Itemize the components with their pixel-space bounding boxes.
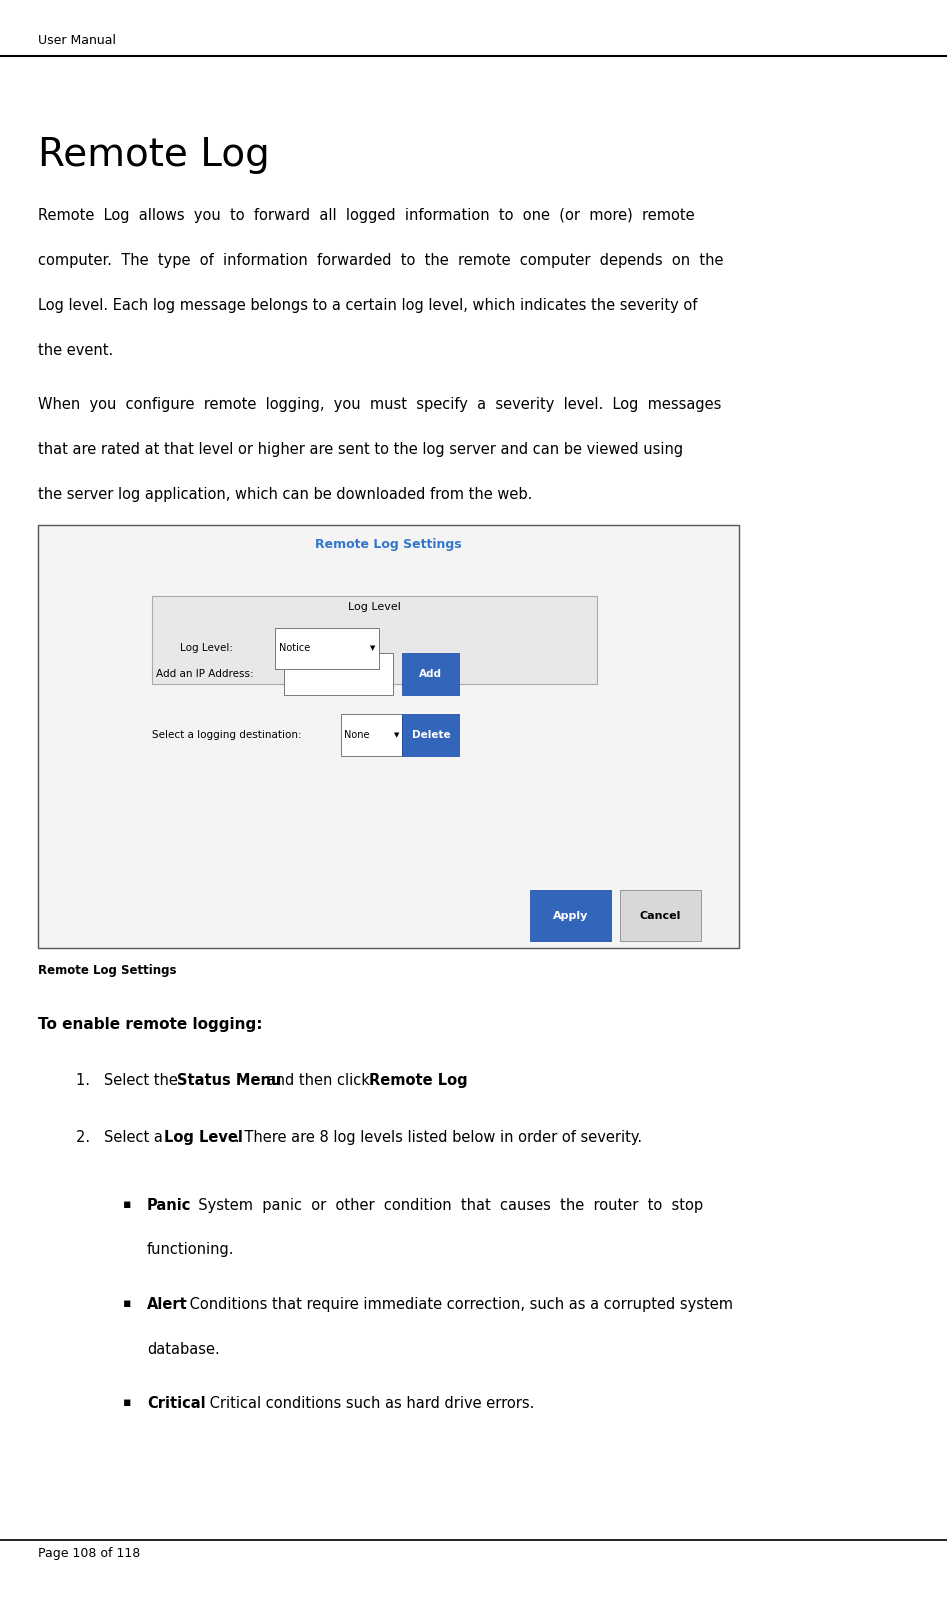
Text: the server log application, which can be downloaded from the web.: the server log application, which can be… xyxy=(38,487,532,501)
Text: Log Level: Log Level xyxy=(348,602,401,612)
Text: that are rated at that level or higher are sent to the log server and can be vie: that are rated at that level or higher a… xyxy=(38,442,683,456)
Text: 2.   Select a: 2. Select a xyxy=(76,1130,168,1145)
Text: computer.  The  type  of  information  forwarded  to  the  remote  computer  dep: computer. The type of information forwar… xyxy=(38,253,724,267)
Text: Page 108 of 118: Page 108 of 118 xyxy=(38,1547,140,1559)
Text: functioning.: functioning. xyxy=(147,1242,234,1257)
Bar xyxy=(402,714,459,756)
Text: Critical: Critical xyxy=(147,1396,205,1410)
Text: database.: database. xyxy=(147,1342,220,1356)
Bar xyxy=(402,653,459,695)
Text: 1.   Select the: 1. Select the xyxy=(76,1073,182,1087)
Text: Remote Log Settings: Remote Log Settings xyxy=(38,964,176,977)
Text: Remote  Log  allows  you  to  forward  all  logged  information  to  one  (or  m: Remote Log allows you to forward all log… xyxy=(38,208,694,223)
Text: ▪: ▪ xyxy=(123,1396,132,1409)
Bar xyxy=(152,596,597,684)
Bar xyxy=(275,628,379,669)
Text: Conditions that require immediate correction, such as a corrupted system: Conditions that require immediate correc… xyxy=(185,1297,733,1311)
Text: Critical conditions such as hard drive errors.: Critical conditions such as hard drive e… xyxy=(205,1396,535,1410)
Text: ▼: ▼ xyxy=(370,645,376,652)
Text: Remote Log: Remote Log xyxy=(369,1073,468,1087)
Text: and then click: and then click xyxy=(262,1073,375,1087)
Text: .: . xyxy=(448,1073,453,1087)
Text: Log Level:: Log Level: xyxy=(180,644,233,653)
Text: System  panic  or  other  condition  that  causes  the  router  to  stop: System panic or other condition that cau… xyxy=(189,1198,704,1212)
Text: Apply: Apply xyxy=(553,911,588,921)
Text: Log Level: Log Level xyxy=(164,1130,242,1145)
Text: Remote Log: Remote Log xyxy=(38,136,270,175)
Text: . There are 8 log levels listed below in order of severity.: . There are 8 log levels listed below in… xyxy=(235,1130,642,1145)
Text: Status Menu: Status Menu xyxy=(177,1073,281,1087)
Text: the event.: the event. xyxy=(38,343,113,357)
Text: Log level. Each log message belongs to a certain log level, which indicates the : Log level. Each log message belongs to a… xyxy=(38,298,697,312)
Bar xyxy=(620,890,701,941)
Text: Delete: Delete xyxy=(412,730,450,740)
Text: Cancel: Cancel xyxy=(640,911,681,921)
Text: Add: Add xyxy=(420,669,442,679)
Text: Select a logging destination:: Select a logging destination: xyxy=(152,730,302,740)
Text: ▼: ▼ xyxy=(394,732,400,738)
Text: Notice: Notice xyxy=(279,644,311,653)
Bar xyxy=(341,714,402,756)
Text: Alert: Alert xyxy=(147,1297,188,1311)
Text: Add an IP Address:: Add an IP Address: xyxy=(156,669,254,679)
Text: Remote Log Settings: Remote Log Settings xyxy=(315,538,461,551)
Bar xyxy=(284,653,393,695)
Text: ▪: ▪ xyxy=(123,1198,132,1210)
Text: User Manual: User Manual xyxy=(38,34,116,46)
Text: Panic: Panic xyxy=(147,1198,191,1212)
Text: None: None xyxy=(344,730,369,740)
Text: When  you  configure  remote  logging,  you  must  specify  a  severity  level. : When you configure remote logging, you m… xyxy=(38,397,722,411)
Text: ▪: ▪ xyxy=(123,1297,132,1310)
Bar xyxy=(38,525,739,948)
Text: To enable remote logging:: To enable remote logging: xyxy=(38,1017,262,1031)
Bar xyxy=(530,890,611,941)
